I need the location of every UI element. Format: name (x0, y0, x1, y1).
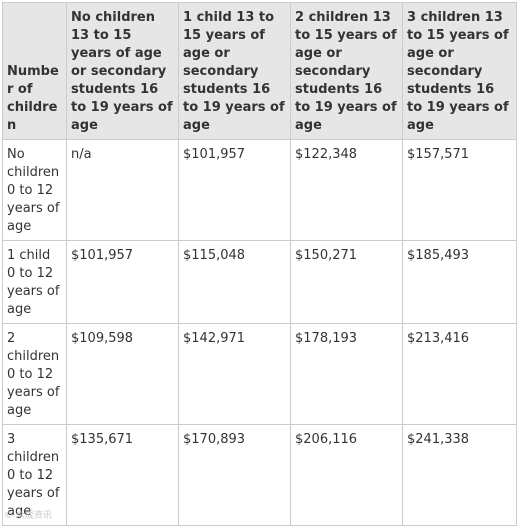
table-row: 2 children 0 to 12 years of age $109,598… (2, 323, 517, 425)
table-cell: $115,048 (178, 240, 291, 324)
table-cell: $170,893 (178, 424, 291, 526)
table-row: No children 0 to 12 years of age n/a $10… (2, 139, 517, 241)
table-cell: $150,271 (290, 240, 403, 324)
column-header: 3 children 13 to 15 years of age or seco… (402, 2, 517, 140)
table-cell: $213,416 (402, 323, 517, 425)
table-cell: $135,671 (66, 424, 179, 526)
table-row: 1 child 0 to 12 years of age $101,957 $1… (2, 240, 517, 324)
table-cell: n/a (66, 139, 179, 241)
table-cell: $206,116 (290, 424, 403, 526)
row-label: No children 0 to 12 years of age (2, 139, 67, 241)
table-cell: $157,571 (402, 139, 517, 241)
row-label: 2 children 0 to 12 years of age (2, 323, 67, 425)
watermark: © 众成资讯 (4, 511, 52, 521)
column-header: 2 children 13 to 15 years of age or seco… (290, 2, 403, 140)
table-cell: $241,338 (402, 424, 517, 526)
column-header: 1 child 13 to 15 years of age or seconda… (178, 2, 291, 140)
table-cell: $109,598 (66, 323, 179, 425)
table-cell: $142,971 (178, 323, 291, 425)
table-row: 3 children 0 to 12 years of age $135,671… (2, 424, 517, 526)
table-cell: $101,957 (178, 139, 291, 241)
row-label: 1 child 0 to 12 years of age (2, 240, 67, 324)
row-header-label: Number of children (2, 2, 67, 140)
table-cell: $101,957 (66, 240, 179, 324)
row-label: 3 children 0 to 12 years of age (2, 424, 67, 526)
table-cell: $122,348 (290, 139, 403, 241)
table-cell: $185,493 (402, 240, 517, 324)
table-header-row: Number of children No children 13 to 15 … (2, 2, 517, 140)
table-cell: $178,193 (290, 323, 403, 425)
column-header: No children 13 to 15 years of age or sec… (66, 2, 179, 140)
